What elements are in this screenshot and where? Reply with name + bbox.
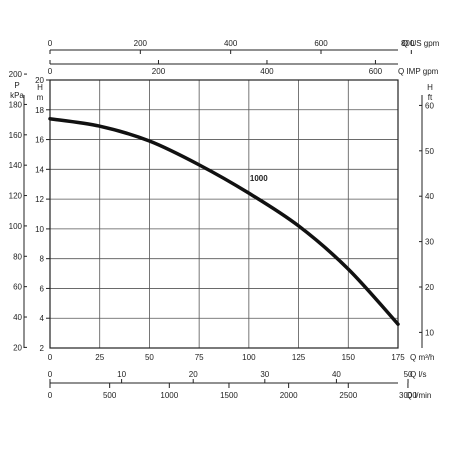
p-kpa-tick-label: 180 — [9, 100, 23, 109]
p-kpa-tick-label: 120 — [9, 192, 23, 201]
h-ft-axis-label-top: H — [427, 83, 433, 92]
q-m3h-tick-label: 25 — [95, 353, 104, 362]
l-min-axis-label: Q l/min — [406, 391, 431, 400]
q-m3h-tick-label: 150 — [342, 353, 356, 362]
h-ft-tick-label: 10 — [425, 328, 434, 337]
l-s-tick-label: 50 — [404, 370, 413, 379]
h-m-axis-label-bottom: m — [37, 93, 44, 102]
q-m3h-tick-label: 100 — [242, 353, 256, 362]
p-kpa-tick-label: 20 — [13, 343, 22, 352]
l-s-tick-label: 0 — [48, 370, 53, 379]
q-m3h-tick-label: 175 — [391, 353, 405, 362]
series-label: 1000 — [250, 174, 268, 183]
l-s-tick-label: 20 — [189, 370, 198, 379]
q-m3h-tick-label: 50 — [145, 353, 154, 362]
l-min-tick-label: 2000 — [280, 391, 298, 400]
l-min-tick-label: 3000 — [399, 391, 417, 400]
p-kpa-tick-label: 140 — [9, 161, 23, 170]
l-min-tick-label: 2500 — [339, 391, 357, 400]
h-m-tick-label: 8 — [40, 255, 45, 264]
h-ft-tick-label: 40 — [425, 192, 434, 201]
h-m-tick-label: 4 — [40, 314, 45, 323]
h-ft-tick-label: 60 — [425, 101, 434, 110]
l-min-tick-label: 1000 — [160, 391, 178, 400]
h-ft-tick-label: 20 — [425, 283, 434, 292]
imp-gpm-tick-label: 600 — [369, 67, 383, 76]
p-kpa-axis-label-top: P — [14, 81, 19, 90]
l-min-tick-label: 0 — [48, 391, 53, 400]
q-m3h-tick-label: 75 — [195, 353, 204, 362]
h-m-tick-label: 18 — [35, 106, 44, 115]
h-m-tick-label: 16 — [35, 136, 44, 145]
l-s-tick-label: 30 — [260, 370, 269, 379]
imp-gpm-tick-label: 0 — [48, 67, 53, 76]
p-kpa-tick-label: 100 — [9, 222, 23, 231]
l-s-tick-label: 40 — [332, 370, 341, 379]
l-s-axis-label: Q l/s — [410, 370, 426, 379]
us-gpm-tick-label: 200 — [134, 39, 148, 48]
imp-gpm-tick-label: 400 — [260, 67, 274, 76]
us-gpm-tick-label: 400 — [224, 39, 238, 48]
h-m-axis-label-top: H — [37, 83, 43, 92]
p-kpa-tick-label: 200 — [9, 70, 23, 79]
us-gpm-tick-label: 0 — [48, 39, 53, 48]
p-kpa-tick-label: 40 — [13, 313, 22, 322]
l-min-tick-label: 1500 — [220, 391, 238, 400]
h-ft-axis-label-bottom: ft — [428, 93, 433, 102]
p-kpa-tick-label: 60 — [13, 283, 22, 292]
imp-gpm-axis-label: Q IMP gpm — [398, 67, 439, 76]
p-kpa-axis-label-bottom: kPa — [10, 91, 24, 100]
q-m3h-tick-label: 125 — [292, 353, 306, 362]
h-m-tick-label: 20 — [35, 76, 44, 85]
pump-curve-series — [48, 116, 400, 326]
h-m-tick-label: 6 — [40, 284, 45, 293]
l-min-tick-label: 500 — [103, 391, 117, 400]
plot-frame — [49, 79, 399, 349]
l-s-tick-label: 10 — [117, 370, 126, 379]
p-kpa-tick-label: 160 — [9, 131, 23, 140]
us-gpm-tick-label: 800 — [401, 39, 415, 48]
us-gpm-axis-label: Q US gpm — [402, 39, 440, 48]
p-kpa-tick-label: 80 — [13, 252, 22, 261]
h-ft-tick-label: 50 — [425, 147, 434, 156]
us-gpm-tick-label: 600 — [314, 39, 328, 48]
imp-gpm-tick-label: 200 — [152, 67, 166, 76]
h-m-tick-label: 12 — [35, 195, 44, 204]
h-m-tick-label: 10 — [35, 225, 44, 234]
h-ft-tick-label: 30 — [425, 238, 434, 247]
h-m-tick-label: 14 — [35, 165, 44, 174]
q-m3h-tick-label: 0 — [48, 353, 53, 362]
q-m3h-axis-label: Q m³/h — [410, 353, 434, 362]
h-m-tick-label: 2 — [40, 344, 45, 353]
